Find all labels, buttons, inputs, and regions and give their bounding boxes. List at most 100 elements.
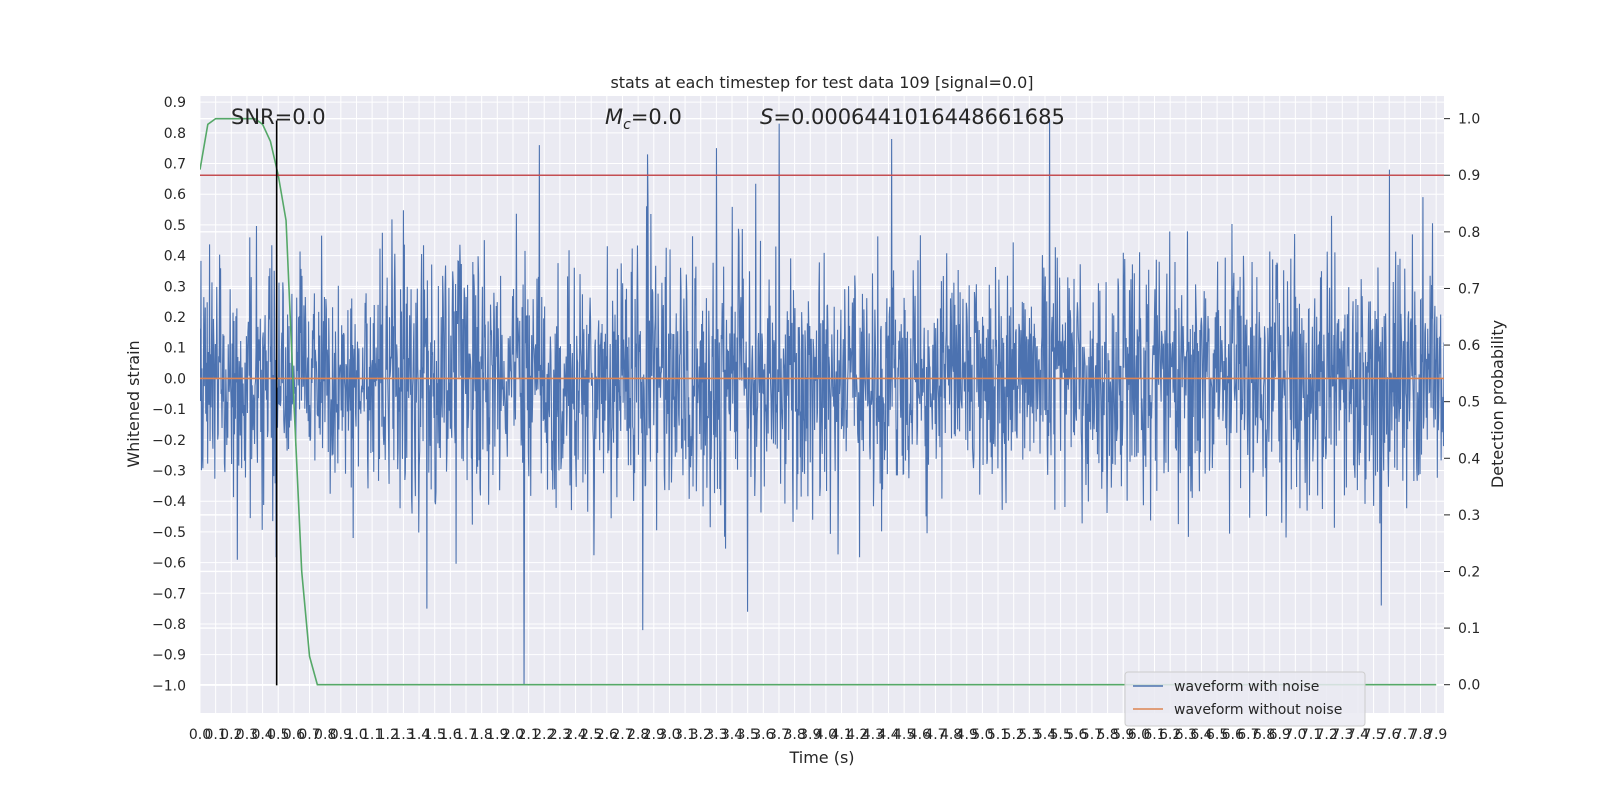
x-tick-label: 1.7 xyxy=(455,727,477,743)
x-tick-label: 1.4 xyxy=(408,727,430,743)
y-tick-label: −0.6 xyxy=(152,556,186,572)
s-value: =0.0006441016448661685 xyxy=(773,105,1065,129)
y-tick-label: 0.4 xyxy=(164,249,186,265)
x-tick-label: 0.5 xyxy=(267,727,289,743)
x-tick-label: 1.5 xyxy=(424,727,446,743)
x-tick-label: 4.1 xyxy=(830,727,852,743)
x-tick-label: 7.1 xyxy=(1300,727,1322,743)
x-axis-ticks: 0.00.10.20.30.40.50.60.70.80.91.01.11.21… xyxy=(189,727,1447,743)
x-tick-label: 7.4 xyxy=(1347,727,1369,743)
x-tick-label: 6.2 xyxy=(1159,727,1181,743)
x-tick-label: 0.0 xyxy=(189,727,211,743)
x-tick-label: 3.5 xyxy=(737,727,759,743)
x-tick-label: 0.2 xyxy=(220,727,242,743)
x-tick-label: 2.9 xyxy=(643,727,665,743)
y2-tick-label: 0.0 xyxy=(1458,678,1480,694)
x-tick-label: 4.5 xyxy=(893,727,915,743)
y-tick-label: −0.8 xyxy=(152,617,186,633)
y2-axis-ticks: 1.0 0.9 0.8 0.7 0.6 0.5 0.4 0.3 0.2 0.1 0.0 xyxy=(1444,112,1480,694)
x-tick-label: 4.7 xyxy=(924,727,946,743)
x-tick-label: 2.4 xyxy=(564,727,586,743)
x-tick-label: 2.5 xyxy=(580,727,602,743)
x-tick-label: 7.3 xyxy=(1331,727,1353,743)
y2-tick-label: 1.0 xyxy=(1458,112,1480,128)
x-tick-label: 6.7 xyxy=(1237,727,1259,743)
x-tick-label: 4.0 xyxy=(815,727,837,743)
x-tick-label: 7.0 xyxy=(1284,727,1306,743)
y-tick-label: −0.2 xyxy=(152,433,186,449)
y-axis-label: Whitened strain xyxy=(124,340,143,467)
x-tick-label: 2.7 xyxy=(611,727,633,743)
x-tick-label: 5.4 xyxy=(1034,727,1056,743)
x-tick-label: 6.6 xyxy=(1222,727,1244,743)
x-tick-label: 3.0 xyxy=(658,727,680,743)
series-detection-probability xyxy=(200,117,1437,686)
x-tick-label: 0.1 xyxy=(205,727,227,743)
x-tick-label: 0.9 xyxy=(330,727,352,743)
series-waveform-with-noise xyxy=(200,120,1444,686)
y-tick-label: −0.3 xyxy=(152,463,186,479)
x-tick-label: 4.9 xyxy=(956,727,978,743)
x-tick-label: 0.6 xyxy=(283,727,305,743)
x-tick-label: 3.7 xyxy=(768,727,790,743)
x-tick-label: 3.8 xyxy=(783,727,805,743)
legend-label-noise: waveform with noise xyxy=(1174,679,1319,695)
x-tick-label: 4.6 xyxy=(909,727,931,743)
x-tick-label: 5.7 xyxy=(1081,727,1103,743)
x-axis-label: Time (s) xyxy=(788,748,854,767)
series-group xyxy=(200,117,1444,686)
y-tick-label: 0.7 xyxy=(164,157,186,173)
y-tick-label: 0.1 xyxy=(164,341,186,357)
x-tick-label: 4.2 xyxy=(846,727,868,743)
y2-tick-label: 0.4 xyxy=(1458,451,1480,467)
x-tick-label: 2.8 xyxy=(627,727,649,743)
x-tick-label: 4.3 xyxy=(862,727,884,743)
x-tick-label: 3.6 xyxy=(752,727,774,743)
x-tick-label: 6.0 xyxy=(1128,727,1150,743)
y2-tick-label: 0.8 xyxy=(1458,225,1480,241)
x-tick-label: 3.4 xyxy=(721,727,743,743)
x-tick-label: 2.3 xyxy=(549,727,571,743)
y-tick-label: 0.9 xyxy=(164,95,186,111)
x-tick-label: 3.9 xyxy=(799,727,821,743)
y2-tick-label: 0.2 xyxy=(1458,564,1480,580)
y-tick-label: 0.0 xyxy=(164,371,186,387)
chart-title: stats at each timestep for test data 109… xyxy=(610,73,1033,92)
x-tick-label: 6.9 xyxy=(1269,727,1291,743)
x-tick-label: 0.4 xyxy=(251,727,273,743)
x-tick-label: 5.6 xyxy=(1065,727,1087,743)
y-tick-label: 0.6 xyxy=(164,187,186,203)
x-tick-label: 2.1 xyxy=(517,727,539,743)
x-tick-label: 6.8 xyxy=(1253,727,1275,743)
y-tick-label: −0.7 xyxy=(152,586,186,602)
y-tick-label: −0.9 xyxy=(152,648,186,664)
y-axis-ticks: 0.9 0.8 0.7 0.6 0.5 0.4 0.3 0.2 0.1 0.0 −0.1 −0.2 −0… xyxy=(152,95,186,694)
x-tick-label: 7.5 xyxy=(1362,727,1384,743)
s-annotation: S=0.0006441016448661685 xyxy=(760,105,1065,129)
legend-label-clean: waveform without noise xyxy=(1174,702,1342,718)
s-symbol: S xyxy=(760,105,773,129)
x-tick-label: 2.0 xyxy=(502,727,524,743)
x-tick-label: 5.5 xyxy=(1049,727,1071,743)
x-tick-label: 1.3 xyxy=(392,727,414,743)
x-tick-label: 4.8 xyxy=(940,727,962,743)
y-tick-label: 0.8 xyxy=(164,126,186,142)
x-tick-label: 5.2 xyxy=(1003,727,1025,743)
x-tick-label: 3.1 xyxy=(674,727,696,743)
x-tick-label: 1.2 xyxy=(377,727,399,743)
y2-axis-label: Detection probability xyxy=(1488,320,1507,488)
x-tick-label: 1.6 xyxy=(439,727,461,743)
y2-tick-label: 0.7 xyxy=(1458,281,1480,297)
x-tick-label: 2.6 xyxy=(596,727,618,743)
x-tick-label: 7.2 xyxy=(1316,727,1338,743)
y-tick-label: 0.2 xyxy=(164,310,186,326)
x-tick-label: 1.8 xyxy=(471,727,493,743)
x-tick-label: 7.8 xyxy=(1409,727,1431,743)
x-tick-label: 2.2 xyxy=(533,727,555,743)
x-tick-label: 5.8 xyxy=(1096,727,1118,743)
mc-value: =0.0 xyxy=(631,105,682,129)
x-tick-label: 5.1 xyxy=(987,727,1009,743)
x-tick-label: 0.8 xyxy=(314,727,336,743)
x-tick-label: 1.0 xyxy=(345,727,367,743)
